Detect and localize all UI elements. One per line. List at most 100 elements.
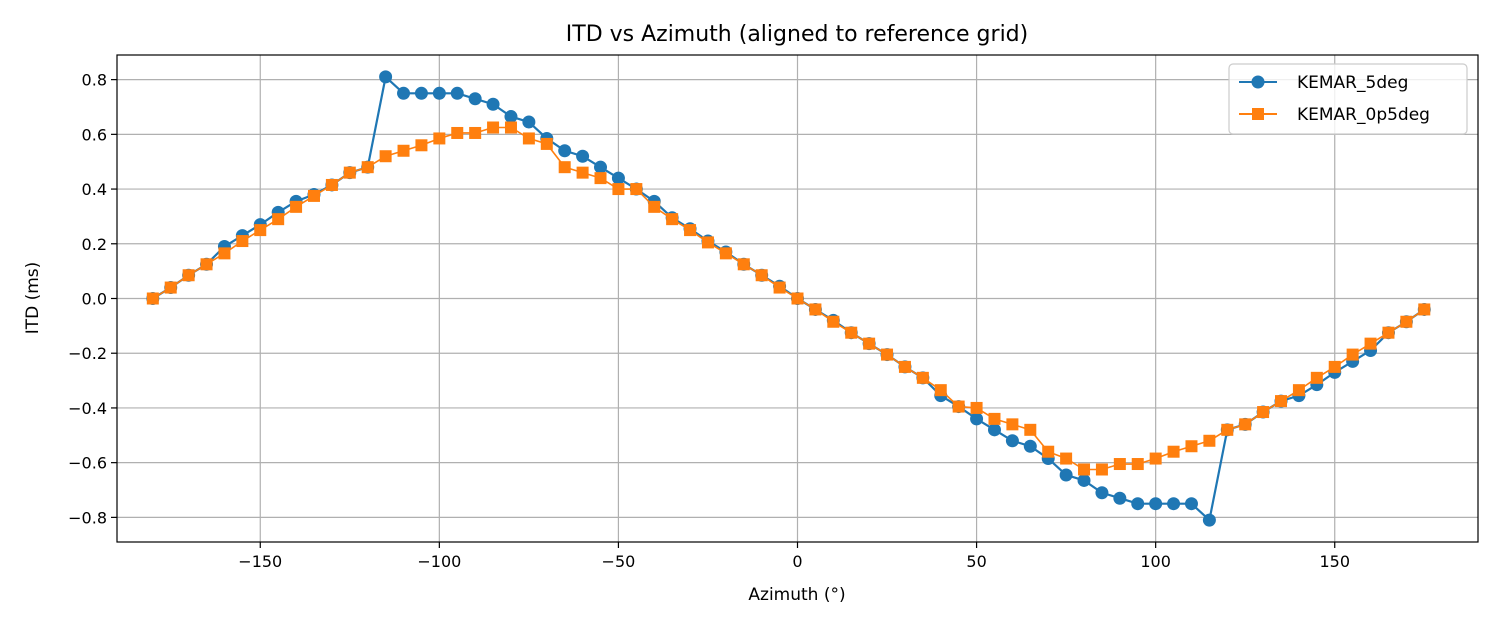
data-point <box>898 360 911 373</box>
data-point <box>576 166 589 179</box>
data-point <box>432 86 446 100</box>
data-point <box>200 258 213 271</box>
data-point <box>558 161 571 174</box>
data-point <box>630 183 643 196</box>
data-point <box>1113 458 1126 471</box>
x-tick-label: 50 <box>966 552 986 571</box>
data-point <box>1059 468 1073 482</box>
data-point <box>1095 463 1108 476</box>
x-tick-label: −50 <box>602 552 636 571</box>
data-point <box>934 384 947 397</box>
y-axis: −0.8 −0.6 −0.4 −0.2 0.0 0.2 0.4 0.6 0.8 <box>68 71 117 527</box>
data-point <box>611 171 625 185</box>
data-point <box>343 166 356 179</box>
series-KEMAR_0p5deg <box>146 121 1431 476</box>
data-point <box>1292 384 1305 397</box>
data-point <box>1167 497 1181 511</box>
data-point <box>290 200 303 213</box>
x-axis-label: Azimuth (°) <box>748 585 845 605</box>
data-point <box>1382 326 1395 339</box>
data-point <box>970 401 983 414</box>
data-point <box>952 400 965 413</box>
y-tick-label: −0.8 <box>68 508 107 527</box>
data-point <box>1364 337 1377 350</box>
data-point <box>1203 434 1216 447</box>
y-tick-label: 0.0 <box>82 290 107 309</box>
data-point <box>1095 486 1109 500</box>
data-point <box>1131 458 1144 471</box>
data-point <box>397 86 411 100</box>
data-point <box>504 110 518 124</box>
data-point <box>1005 434 1019 448</box>
data-point <box>325 178 338 191</box>
series-layer <box>146 70 1431 527</box>
legend-label: KEMAR_5deg <box>1297 73 1408 93</box>
data-point <box>1078 463 1091 476</box>
data-point <box>469 126 482 139</box>
y-axis-label: ITD (ms) <box>23 262 43 335</box>
data-point <box>558 144 572 158</box>
data-point <box>1149 452 1162 465</box>
data-point <box>379 150 392 163</box>
legend-label: KEMAR_0p5deg <box>1297 105 1430 125</box>
data-point <box>1023 439 1037 453</box>
x-tick-label: 0 <box>792 552 802 571</box>
data-point <box>1239 418 1252 431</box>
data-point <box>1275 395 1288 408</box>
data-point <box>1006 418 1019 431</box>
data-point <box>881 348 894 361</box>
x-tick-label: 150 <box>1319 552 1350 571</box>
data-point <box>648 200 661 213</box>
data-point <box>307 189 320 202</box>
data-point <box>1221 423 1234 436</box>
data-point <box>1418 303 1431 316</box>
data-point <box>791 292 804 305</box>
data-point <box>451 126 464 139</box>
data-point <box>845 326 858 339</box>
data-point <box>486 97 500 111</box>
data-point <box>218 247 231 260</box>
y-tick-label: −0.6 <box>68 454 107 473</box>
data-point <box>468 92 482 106</box>
y-tick-label: 0.2 <box>82 235 107 254</box>
y-tick-label: −0.2 <box>68 344 107 363</box>
data-point <box>1346 348 1359 361</box>
data-point <box>1024 423 1037 436</box>
data-point <box>522 115 536 129</box>
legend: KEMAR_5deg KEMAR_0p5deg <box>1228 63 1468 135</box>
chart-title: ITD vs Azimuth (aligned to reference gri… <box>566 22 1028 47</box>
data-point <box>1310 371 1323 384</box>
data-point <box>988 412 1001 425</box>
grid <box>117 55 1478 542</box>
data-point <box>361 161 374 174</box>
data-point <box>719 247 732 260</box>
data-point <box>522 132 535 145</box>
data-point <box>450 86 464 100</box>
data-point <box>1400 315 1413 328</box>
data-point <box>1149 497 1163 511</box>
y-tick-label: 0.4 <box>82 180 107 199</box>
data-point <box>164 281 177 294</box>
data-point <box>863 337 876 350</box>
y-tick-label: −0.4 <box>68 399 107 418</box>
data-point <box>594 172 607 185</box>
data-point <box>487 121 500 134</box>
data-point <box>1328 360 1341 373</box>
data-point <box>1257 406 1270 419</box>
data-point <box>1185 440 1198 453</box>
data-point <box>433 132 446 145</box>
data-point <box>666 213 679 226</box>
data-point <box>146 292 159 305</box>
data-point <box>254 224 267 237</box>
data-point <box>970 412 984 426</box>
data-point <box>236 235 249 248</box>
legend-marker <box>1252 108 1264 120</box>
data-point <box>827 315 840 328</box>
y-tick-label: 0.8 <box>82 71 107 90</box>
data-point <box>987 423 1001 437</box>
data-point <box>504 121 517 134</box>
data-point <box>701 236 714 249</box>
data-point <box>182 269 195 282</box>
data-point <box>916 371 929 384</box>
